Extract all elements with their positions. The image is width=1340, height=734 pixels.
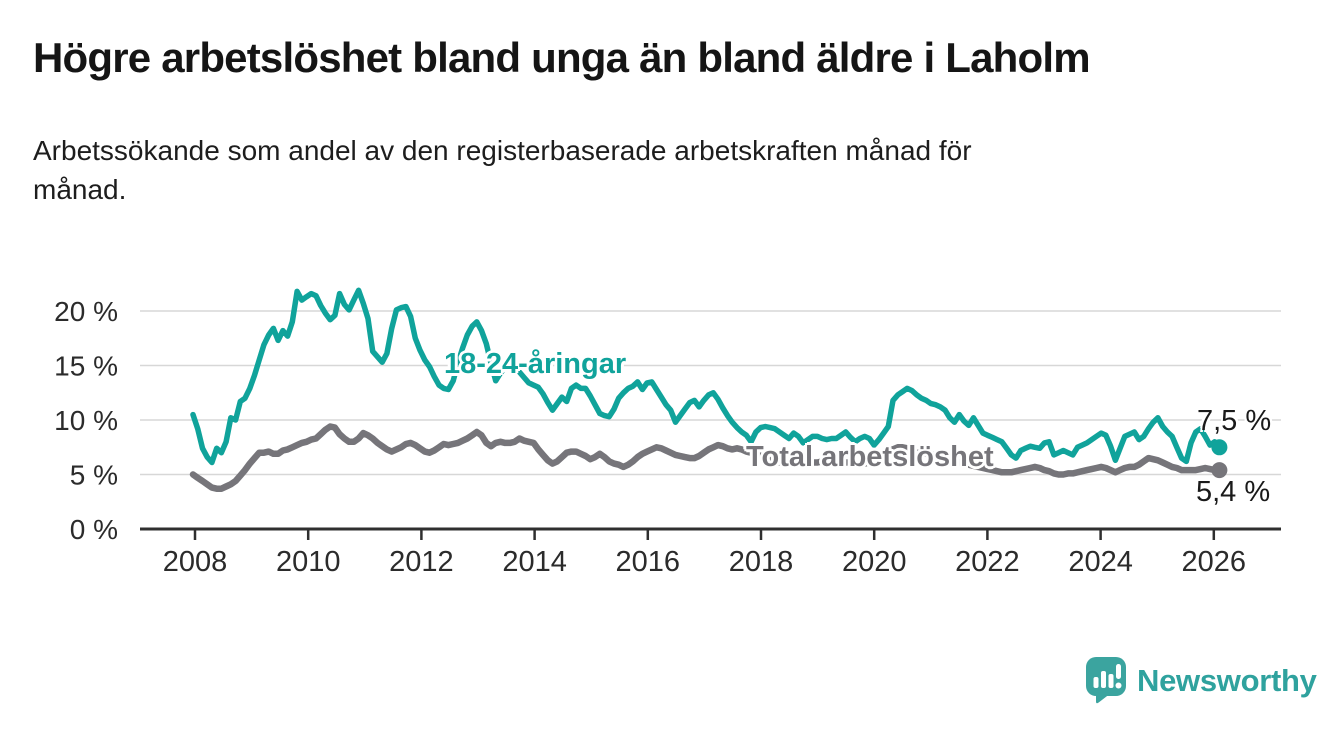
y-tick-label-20: 20 %: [54, 296, 118, 327]
x-tick-label-2008: 2008: [163, 546, 228, 578]
x-tick-label-2014: 2014: [502, 546, 567, 578]
y-tick-label-0: 0 %: [70, 514, 118, 545]
end-value-total-text: 5,4 %: [1196, 476, 1271, 508]
x-tick-label-2012: 2012: [389, 546, 454, 578]
x-tick-label-2016: 2016: [616, 546, 681, 578]
end-dot-total: [1211, 462, 1228, 479]
newsworthy-logo-icon: [1086, 657, 1126, 704]
series-label-young: 18-24-åringar: [444, 348, 626, 381]
end-dot-young: [1211, 439, 1228, 456]
series-label-total-text: Total arbetslöshet: [746, 441, 994, 473]
y-tick-label-10: 10 %: [54, 405, 118, 436]
newsworthy-brand: Newsworthy: [1085, 656, 1317, 705]
series-line-young: [190, 287, 1223, 466]
y-tick-label-15: 15 %: [54, 351, 118, 382]
chart-subtitle: Arbetssökande som andel av den registerb…: [33, 135, 972, 205]
x-tick-label-2010: 2010: [276, 546, 341, 578]
series-line-total: [189, 423, 1223, 492]
x-tick-label-2022: 2022: [955, 546, 1020, 578]
x-tick-label-2026: 2026: [1182, 546, 1247, 578]
series-label-total: Total arbetslöshet: [746, 441, 994, 474]
newsworthy-brand-text: Newsworthy: [1137, 662, 1317, 698]
end-value-young-text: 7,5 %: [1197, 405, 1272, 437]
y-tick-label-5: 5 %: [70, 460, 118, 491]
end-value-label-young: 7,5 %: [1197, 405, 1271, 438]
x-tick-label-2018: 2018: [729, 546, 794, 578]
end-value-label-total: 5,4 %: [1196, 476, 1270, 509]
x-tick-label-2024: 2024: [1068, 546, 1133, 578]
chart-title: Högre arbetslöshet bland unga än bland ä…: [33, 34, 1091, 81]
line-chart-canvas: 0 % 5 % 10 % 15 % 20 % 2008 2010 2012 2014 2016 20…: [54, 287, 1281, 578]
series-label-young-text: 18-24-åringar: [444, 348, 627, 380]
x-tick-label-2020: 2020: [842, 546, 907, 578]
